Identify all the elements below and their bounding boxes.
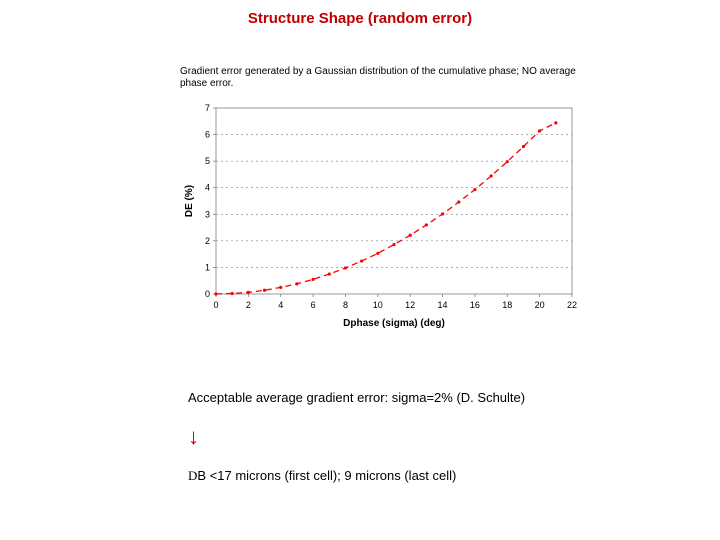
svg-text:4: 4: [278, 300, 283, 310]
svg-text:4: 4: [205, 183, 210, 193]
svg-text:6: 6: [311, 300, 316, 310]
db-tolerance-text: DB <17 microns (first cell); 9 microns (…: [188, 468, 456, 484]
svg-text:8: 8: [343, 300, 348, 310]
svg-text:5: 5: [205, 156, 210, 166]
svg-text:6: 6: [205, 130, 210, 140]
svg-text:2: 2: [205, 236, 210, 246]
de-vs-dphase-chart: 012345670246810121416182022Dphase (sigma…: [180, 102, 585, 333]
svg-text:Dphase (sigma) (deg): Dphase (sigma) (deg): [343, 318, 445, 328]
svg-text:12: 12: [405, 300, 415, 310]
svg-text:1: 1: [205, 262, 210, 272]
svg-text:2: 2: [246, 300, 251, 310]
conclusion-text: Acceptable average gradient error: sigma…: [188, 390, 525, 405]
svg-text:14: 14: [438, 300, 448, 310]
svg-text:16: 16: [470, 300, 480, 310]
page-title: Structure Shape (random error): [0, 10, 720, 27]
svg-text:20: 20: [535, 300, 545, 310]
svg-text:22: 22: [567, 300, 577, 310]
svg-text:7: 7: [205, 103, 210, 113]
svg-text:3: 3: [205, 209, 210, 219]
svg-text:DE (%): DE (%): [184, 185, 195, 217]
svg-text:0: 0: [205, 289, 210, 299]
svg-text:10: 10: [373, 300, 383, 310]
svg-text:0: 0: [213, 300, 218, 310]
svg-text:18: 18: [502, 300, 512, 310]
db-prefix: D: [188, 468, 197, 483]
intro-text: Gradient error generated by a Gaussian d…: [180, 66, 580, 90]
down-arrow-icon: ↓: [188, 424, 199, 450]
db-text: B <17 microns (first cell); 9 microns (l…: [197, 468, 456, 483]
